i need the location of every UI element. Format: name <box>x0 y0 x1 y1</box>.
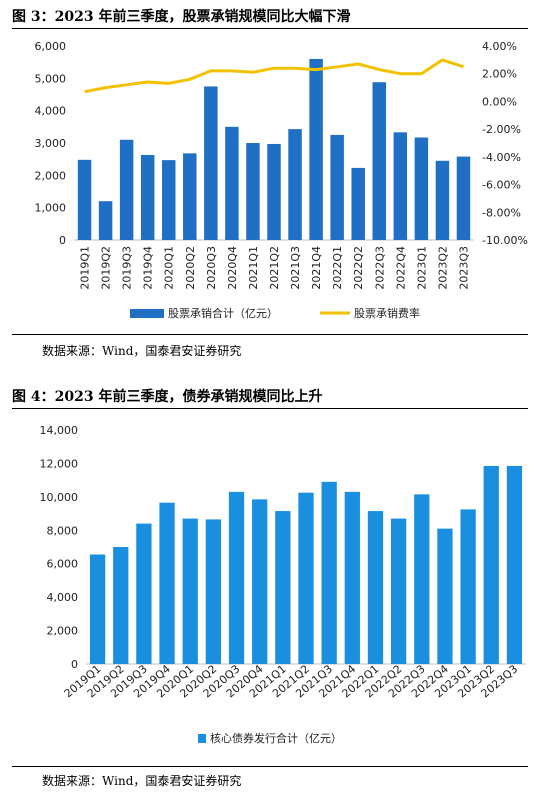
legend-label: 股票承销费率 <box>354 306 420 320</box>
bar-2021Q3 <box>288 129 302 240</box>
y-tick-label: 4,000 <box>47 591 79 604</box>
x-tick-label: 2022Q3 <box>373 246 386 290</box>
y2-tick-label: -8.00% <box>482 206 521 219</box>
bar-2022Q1 <box>367 511 384 664</box>
x-tick-label: 2019Q4 <box>142 246 155 290</box>
y-tick-label: 6,000 <box>35 40 67 53</box>
x-tick-label: 2021Q2 <box>268 246 281 290</box>
bar-2022Q3 <box>414 494 430 664</box>
y2-tick-label: -2.00% <box>482 123 521 136</box>
y-tick-label: 3,000 <box>35 137 67 150</box>
bar-2021Q1 <box>275 511 291 664</box>
legend-label: 核心债券发行合计（亿元） <box>210 731 342 745</box>
bar-2022Q1 <box>330 134 344 240</box>
chart1-bottom-rule <box>12 334 528 335</box>
y-tick-label: 0 <box>59 234 66 247</box>
bar-2022Q3 <box>372 82 386 240</box>
y-tick-label: 5,000 <box>35 72 67 85</box>
chart2-plot: 02,0004,0006,0008,00010,00012,00014,0002… <box>40 424 526 745</box>
y2-tick-label: 4.00% <box>482 40 517 53</box>
bar-2022Q4 <box>437 528 453 664</box>
x-tick-label: 2020Q3 <box>205 246 218 290</box>
x-tick-label: 2019Q3 <box>121 246 134 290</box>
bar-2020Q4 <box>252 499 268 664</box>
chart2-bottom-rule <box>12 766 528 767</box>
bar-2021Q2 <box>267 143 281 240</box>
bar-2019Q4 <box>140 154 155 240</box>
y-tick-label: 2,000 <box>47 625 79 638</box>
x-tick-label: 2019Q2 <box>100 246 113 290</box>
y2-tick-label: -10.00% <box>482 234 528 247</box>
chart1-title: 图 3：2023 年前三季度，股票承销规模同比大幅下滑 <box>12 9 351 25</box>
x-tick-label: 2023Q3 <box>457 246 470 290</box>
bar-2021Q4 <box>344 491 360 664</box>
y-tick-label: 1,000 <box>35 202 67 215</box>
y-tick-label: 10,000 <box>40 491 79 504</box>
x-tick-label: 2020Q4 <box>226 246 239 290</box>
x-tick-label: 2019Q1 <box>79 246 92 290</box>
bar-2019Q3 <box>119 139 134 240</box>
y-tick-label: 2,000 <box>35 169 67 182</box>
chart2-top-rule <box>12 408 528 409</box>
x-tick-label: 2022Q2 <box>352 246 365 290</box>
chart2-source: 数据来源：Wind，国泰君安证券研究 <box>42 774 242 788</box>
x-tick-label: 2020Q2 <box>184 246 197 290</box>
bar-2023Q2 <box>435 160 450 240</box>
bar-2019Q2 <box>98 201 113 240</box>
bar-2023Q3 <box>506 465 523 664</box>
y-tick-label: 8,000 <box>47 524 79 537</box>
y-tick-label: 6,000 <box>47 558 79 571</box>
bar-2023Q1 <box>460 509 476 664</box>
bar-2020Q2 <box>183 153 197 240</box>
y-tick-label: 12,000 <box>40 457 79 470</box>
bar-2019Q1 <box>89 554 106 664</box>
legend-swatch-bar <box>198 734 206 743</box>
x-tick-label: 2021Q1 <box>247 246 260 290</box>
chart1-top-rule <box>12 28 528 29</box>
y2-tick-label: -6.00% <box>482 179 521 192</box>
x-tick-label: 2021Q3 <box>289 246 302 290</box>
chart1-source: 数据来源：Wind，国泰君安证券研究 <box>42 344 242 358</box>
legend-label: 股票承销合计（亿元） <box>168 306 278 320</box>
y-tick-label: 14,000 <box>40 424 79 437</box>
y2-tick-label: 2.00% <box>482 68 517 81</box>
x-tick-label: 2022Q4 <box>394 246 407 290</box>
bar-2019Q4 <box>159 502 175 664</box>
bar-2021Q3 <box>321 481 337 664</box>
bar-2023Q2 <box>483 465 499 664</box>
bar-2020Q2 <box>205 519 222 664</box>
x-tick-label: 2023Q1 <box>415 246 428 290</box>
bar-2022Q2 <box>390 518 407 664</box>
bar-2021Q2 <box>298 492 314 664</box>
bar-2023Q3 <box>456 156 471 240</box>
chart1-plot: 0 1,000 2,000 3,000 4,000 5,000 6,000 -10.00% -8… <box>35 40 528 320</box>
bar-2019Q3 <box>136 523 152 664</box>
chart2-title: 图 4：2023 年前三季度，债券承销规模同比上升 <box>12 389 323 405</box>
x-tick-label: 2023Q2 <box>436 246 449 290</box>
bar-2019Q2 <box>113 547 129 664</box>
x-tick-label: 2020Q1 <box>163 246 176 290</box>
legend-swatch-bar <box>130 309 164 318</box>
bar-2019Q1 <box>77 159 92 240</box>
bar-2021Q1 <box>246 143 260 240</box>
bar-2020Q1 <box>182 518 198 664</box>
y2-tick-label: -4.00% <box>482 151 521 164</box>
x-tick-label: 2021Q4 <box>310 246 323 290</box>
y2-tick-label: 0.00% <box>482 95 517 108</box>
bar-2022Q4 <box>393 132 408 240</box>
bar-2020Q1 <box>162 160 176 240</box>
bar-2021Q4 <box>309 58 323 240</box>
bar-2020Q3 <box>228 491 245 664</box>
y-tick-label: 0 <box>71 658 78 671</box>
line-series-fee-rate <box>84 58 464 94</box>
bar-2022Q2 <box>351 167 365 240</box>
bar-2023Q1 <box>414 137 429 240</box>
bar-2020Q3 <box>204 86 218 240</box>
x-tick-label: 2022Q1 <box>331 246 344 290</box>
bar-2020Q4 <box>225 126 239 240</box>
y-tick-label: 4,000 <box>35 105 67 118</box>
